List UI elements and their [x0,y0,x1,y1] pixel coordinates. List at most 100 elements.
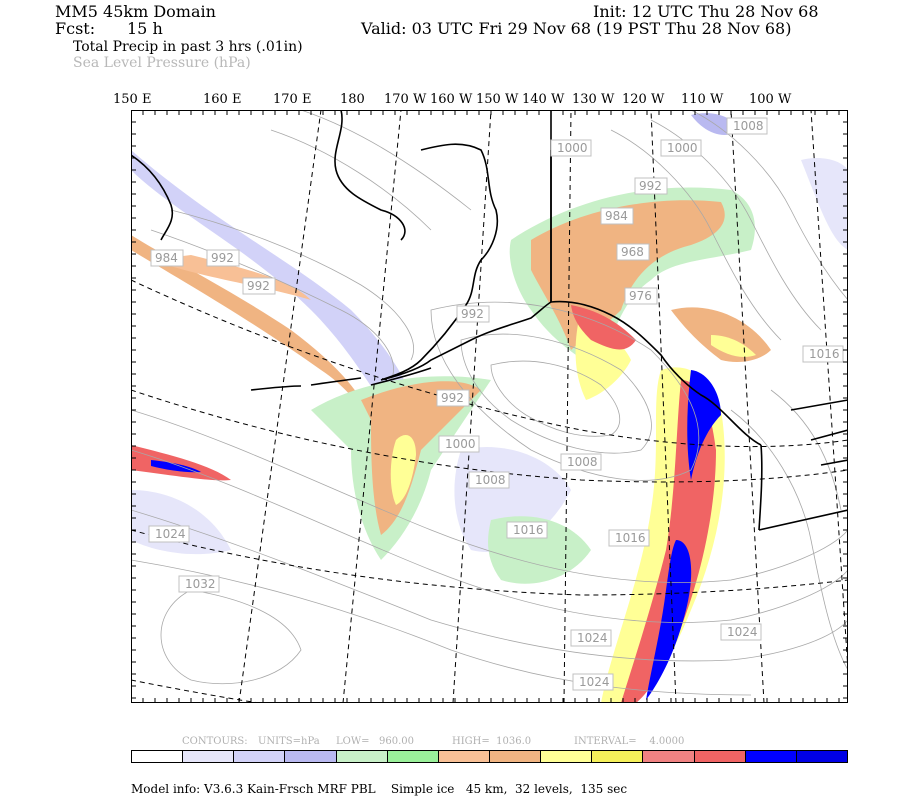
svg-text:984: 984 [155,251,178,265]
slp-contours [131,110,848,696]
svg-text:1016: 1016 [513,523,544,537]
valid-time: Valid: 03 UTC Fri 29 Nov 68 (19 PST Thu … [361,19,792,38]
aleutian-islands [250,377,362,391]
fcst-label: Fcst: [55,19,96,38]
map-tick-marks [131,110,848,703]
slp-label-1000-b: 1000 [660,139,702,157]
svg-text:1000: 1000 [557,141,588,155]
precip-central-yellow [390,435,416,505]
svg-text:992: 992 [461,307,484,321]
slp-label-1000-a: 1000 [550,139,592,157]
model-info-footer: Model info: V3.6.3 Kain-Frsch MRF PBL Si… [131,782,628,796]
svg-text:1024: 1024 [577,631,608,645]
precip-east-band-blue [687,370,721,480]
svg-text:1000: 1000 [445,437,476,451]
svg-text:992: 992 [639,179,662,193]
colorbar-cell-13 [796,751,847,762]
precip-fields [131,113,848,703]
pressure-labels: 1008 1000 1000 992 984 968 976 984 992 9… [148,117,844,691]
field-precip-label: Total Precip in past 3 hrs (.01in) [73,39,303,55]
slp-label-992-b: 992 [206,249,240,267]
slp-label-992-d: 992 [456,305,490,323]
siberia-coast [334,110,406,241]
svg-text:984: 984 [605,209,628,223]
svg-text:1032: 1032 [185,577,216,591]
colorbar-cell-3 [285,751,337,762]
contour-info-interval: INTERVAL= 4.0000 [574,736,685,747]
svg-text:992: 992 [211,251,234,265]
precip-west-band-orange [131,235,371,420]
lon-label-110w: 110 W [681,92,724,107]
precip-colorbar [131,750,848,763]
svg-text:1008: 1008 [475,473,506,487]
lon-label-170w: 170 W [384,92,427,107]
lon-label-120w: 120 W [622,92,665,107]
slp-label-1024-b: 1024 [570,629,612,647]
slp-label-1024-d: 1024 [572,673,614,691]
svg-text:1024: 1024 [727,625,758,639]
svg-text:1024: 1024 [155,527,186,541]
svg-text:1008: 1008 [733,119,764,133]
slp-label-984-b: 984 [150,249,184,267]
precip-west-red [131,445,231,481]
svg-text:992: 992 [441,391,464,405]
lon-label-170e: 170 E [273,92,312,107]
canada-us-border [758,509,848,531]
svg-text:1000: 1000 [667,141,698,155]
svg-text:968: 968 [621,245,644,259]
slp-label-992-c: 992 [242,277,276,295]
map-border [131,110,848,703]
fcst-value: 15 h [127,19,163,38]
coastlines [131,110,848,531]
state-border-2 [810,429,848,441]
colorbar-cell-4 [336,751,388,762]
colorbar-cell-6 [438,751,490,762]
colorbar-cell-5 [387,751,439,762]
slp-label-1008-b: 1008 [468,471,510,489]
slp-label-1016-b: 1016 [506,521,548,539]
colorbar-cell-7 [489,751,542,762]
lon-label-130w: 130 W [572,92,615,107]
alaska-coast [380,110,552,381]
svg-text:992: 992 [247,279,270,293]
colorbar-cell-0 [132,751,184,762]
lon-label-150e: 150 E [113,92,152,107]
slp-label-1016-c: 1016 [608,529,650,547]
slp-label-1032: 1032 [178,575,220,593]
slp-label-992-a: 992 [634,177,668,195]
svg-text:1008: 1008 [567,455,598,469]
domain-title: MM5 45km Domain [55,2,216,21]
contour-info-contours: CONTOURS: [182,736,248,747]
colorbar-cell-1 [183,751,235,762]
precip-central-orange [361,381,481,535]
colorbar-cell-12 [745,751,797,762]
svg-text:1016: 1016 [615,531,646,545]
lon-label-160e: 160 E [203,92,242,107]
slp-label-1024-a: 1024 [148,525,190,543]
colorbar-cell-2 [234,751,286,762]
slp-label-976: 976 [624,287,658,305]
slp-label-1024-c: 1024 [720,623,762,641]
state-border-1 [790,399,848,411]
aleutian-chain [370,367,432,386]
lon-label-160w: 160 W [430,92,473,107]
colorbar-cell-9 [592,751,644,762]
slp-label-1008-c: 1008 [560,453,602,471]
lon-label-150w: 150 W [476,92,519,107]
contour-info-units: UNITS=hPa [258,736,320,747]
colorbar-cell-11 [694,751,746,762]
slp-label-968: 968 [616,243,650,261]
colorbar-cell-10 [643,751,695,762]
lon-label-180: 180 [340,92,365,107]
svg-text:1024: 1024 [579,675,610,689]
lon-label-140w: 140 W [522,92,565,107]
lon-label-100w: 100 W [749,92,792,107]
field-slp-label: Sea Level Pressure (hPa) [73,55,251,71]
kamchatka-coast [131,154,174,241]
contour-info-low: LOW= 960.00 [336,736,415,747]
weather-map: 1008 1000 1000 992 984 968 976 984 992 9… [131,110,848,703]
init-time: Init: 12 UTC Thu 28 Nov 68 [593,2,819,21]
slp-label-1008-a: 1008 [726,117,768,135]
slp-label-1000-c: 1000 [438,435,480,453]
slp-label-992-e: 992 [436,389,470,407]
